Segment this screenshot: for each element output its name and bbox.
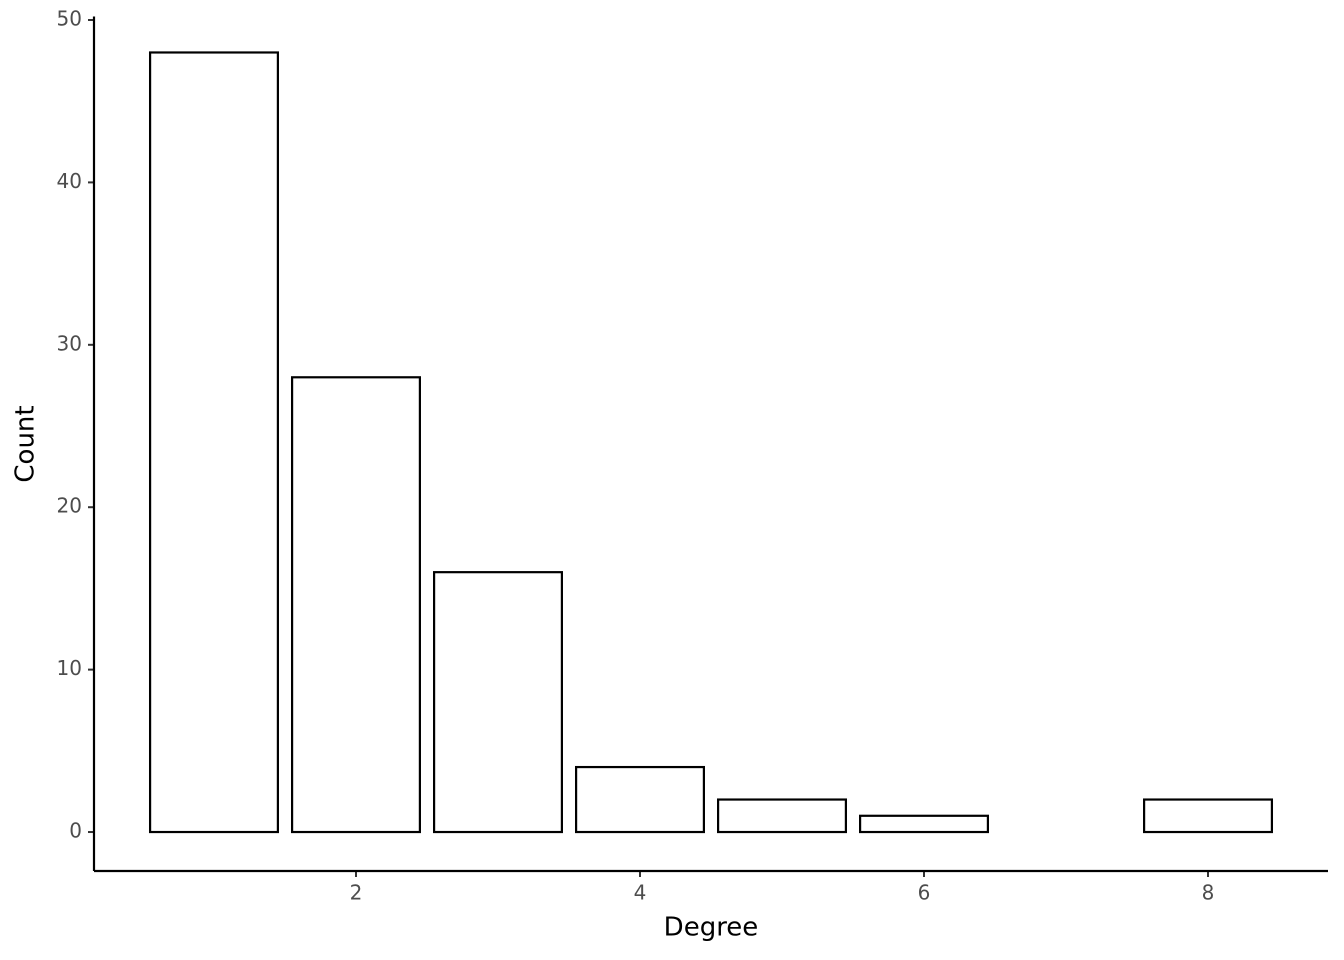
y-axis-title: Count: [11, 405, 41, 482]
y-tick-label: 10: [57, 656, 82, 680]
x-axis-title: Degree: [664, 913, 759, 943]
y-tick-label: 20: [57, 494, 82, 518]
x-tick-label: 4: [634, 881, 647, 905]
y-tick-label: 50: [57, 6, 82, 30]
bar: [290, 376, 421, 834]
bar: [717, 798, 848, 834]
x-tick-label: 6: [918, 881, 931, 905]
bar: [1143, 798, 1274, 834]
x-tick-label: 8: [1202, 881, 1215, 905]
y-tick-label: 0: [69, 819, 82, 843]
bar: [148, 51, 279, 834]
x-tick-label: 2: [350, 881, 363, 905]
y-tick-label: 30: [57, 331, 82, 355]
bar: [859, 814, 990, 834]
bar: [432, 571, 563, 834]
y-tick-label: 40: [57, 169, 82, 193]
bar: [574, 765, 705, 834]
